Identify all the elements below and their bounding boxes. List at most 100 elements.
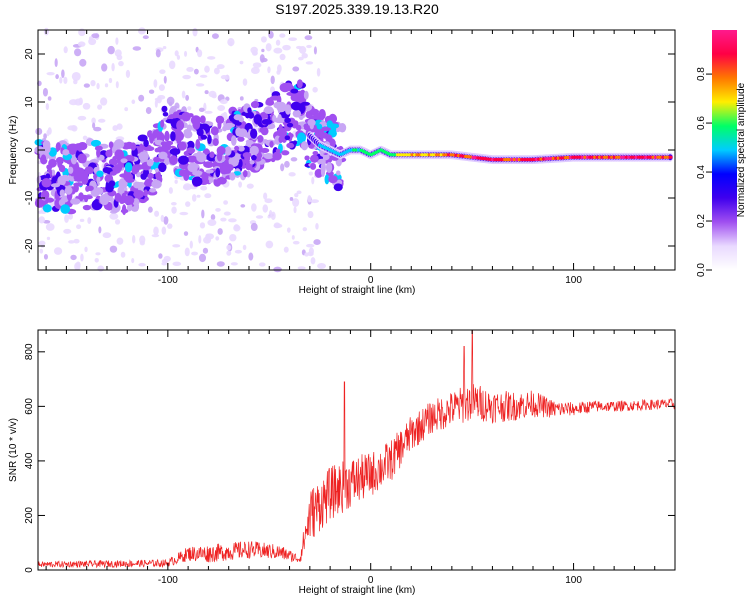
spectrogram-blob <box>91 33 100 39</box>
spectrogram-blob <box>174 50 179 57</box>
spectrogram-blob <box>281 150 290 156</box>
spectrogram-blob <box>263 152 274 160</box>
spectrogram-blob <box>284 104 292 115</box>
snr-ytick-label: 0 <box>24 567 35 573</box>
spectrogram-blob <box>238 161 243 167</box>
spectrogram-blob <box>308 171 314 176</box>
spectrogram-blob <box>198 235 202 244</box>
spectrogram-blob <box>300 141 309 151</box>
spectrogram-blob <box>299 46 307 54</box>
spectrogram-blob <box>114 219 121 225</box>
spectrogram-blob <box>186 124 193 132</box>
spectrogram-blob <box>94 258 99 263</box>
spectrogram-blob <box>198 253 207 263</box>
spectrogram-blob <box>265 43 272 52</box>
snr-series-line <box>37 329 676 569</box>
spectrogram-blob <box>34 198 44 208</box>
spectrogram-blob <box>114 192 122 202</box>
spectrogram-blob <box>68 166 74 174</box>
spectrogram-blob <box>284 135 291 141</box>
spectrogram-blob <box>310 257 316 265</box>
colorbar-label: Normalized spectral amplitude <box>736 82 747 217</box>
spectrogram-blob <box>58 164 66 173</box>
spectrogram-blob <box>155 49 161 58</box>
spectrogram-blob <box>109 171 117 176</box>
spectrogram-blob <box>198 128 203 137</box>
snr-xtick-label: -100 <box>158 575 178 586</box>
spectrogram-blob <box>55 156 65 164</box>
spectrogram-blob <box>249 160 255 165</box>
spectrogram-blob <box>181 90 186 99</box>
spectrogram-blob <box>226 250 232 256</box>
snr-xtick-label: 100 <box>565 575 582 586</box>
spectrogram-blob <box>273 266 282 273</box>
spectrogram-blob <box>179 211 189 216</box>
spectrogram-blob <box>272 151 282 161</box>
spectrogram-blob <box>154 147 160 153</box>
spectrogram-blob <box>250 128 258 139</box>
spectrogram-blob <box>249 145 259 156</box>
spectrogram-blob <box>80 194 89 200</box>
spectrogram-blob <box>139 240 145 246</box>
spectrogram-blob <box>286 142 295 149</box>
spectrogram-blob <box>124 107 129 112</box>
spectrogram-blob <box>43 133 47 140</box>
spectrogram-blob <box>125 177 135 183</box>
spectrogram-blob <box>96 82 100 90</box>
spectrogram-blob <box>68 240 75 244</box>
spectrogram-blob <box>257 135 264 143</box>
spectrogram-blob <box>192 118 201 130</box>
spectrogram-blob <box>166 96 175 106</box>
spectrogram-blob <box>102 232 112 239</box>
spectrogram-blob <box>146 158 154 167</box>
spectrogram-blob <box>217 228 223 235</box>
spectrogram-blob <box>41 177 52 188</box>
spectrogram-blob <box>207 134 212 145</box>
spectrogram-blob <box>205 233 215 240</box>
spectrogram-blob <box>216 146 226 156</box>
spectrogram-blob <box>239 60 244 65</box>
spectrogram-blob <box>295 124 302 131</box>
spectrogram-blob <box>145 146 155 152</box>
spectrogram-blob <box>318 108 326 120</box>
spectrogram-blob <box>233 171 242 176</box>
spectrogram-blob <box>38 216 45 224</box>
spectrogram-blob <box>132 198 140 207</box>
spectrogram-blob <box>167 223 173 229</box>
spectrogram-blob <box>142 35 149 40</box>
spectrogram-blob <box>90 79 96 87</box>
spectrogram-blob <box>196 152 207 163</box>
spectrogram-blob <box>284 117 291 123</box>
spectrogram-blob <box>253 114 263 125</box>
spectrogram-blob <box>111 62 115 72</box>
spectrogram-blob <box>207 219 217 227</box>
spectrogram-blob <box>182 185 190 190</box>
spectrogram-blob <box>292 240 300 245</box>
spectrogram-xtick-label: 100 <box>565 275 582 286</box>
spectrogram-blob <box>185 94 190 101</box>
spectrogram-blob <box>209 152 215 158</box>
colorbar-tick-label: 0.0 <box>696 263 707 277</box>
spectrogram-blob <box>320 166 326 177</box>
spectrogram-blob <box>161 261 167 266</box>
spectrogram-blob <box>238 181 243 188</box>
spectrogram-blob <box>267 66 271 74</box>
spectrogram-blob <box>138 27 146 35</box>
spectrogram-blob <box>219 165 230 175</box>
spectrogram-blob <box>224 74 230 80</box>
spectrogram-blob <box>297 79 303 89</box>
spectrogram-blob <box>86 185 94 192</box>
spectrogram-blob <box>265 240 274 249</box>
spectrogram-blob <box>163 255 171 262</box>
spectrogram-blob <box>202 247 209 254</box>
spectrogram-blob <box>185 201 191 207</box>
spectrogram-blob <box>73 172 85 182</box>
spectrogram-blob <box>76 224 82 230</box>
spectrogram-blob <box>222 125 228 132</box>
spectrogram-blob <box>223 200 229 205</box>
spectrogram-blob <box>71 71 81 81</box>
spectrogram-blob <box>233 224 240 230</box>
spectrogram-blob <box>315 223 319 230</box>
spectrogram-blob <box>177 155 189 165</box>
